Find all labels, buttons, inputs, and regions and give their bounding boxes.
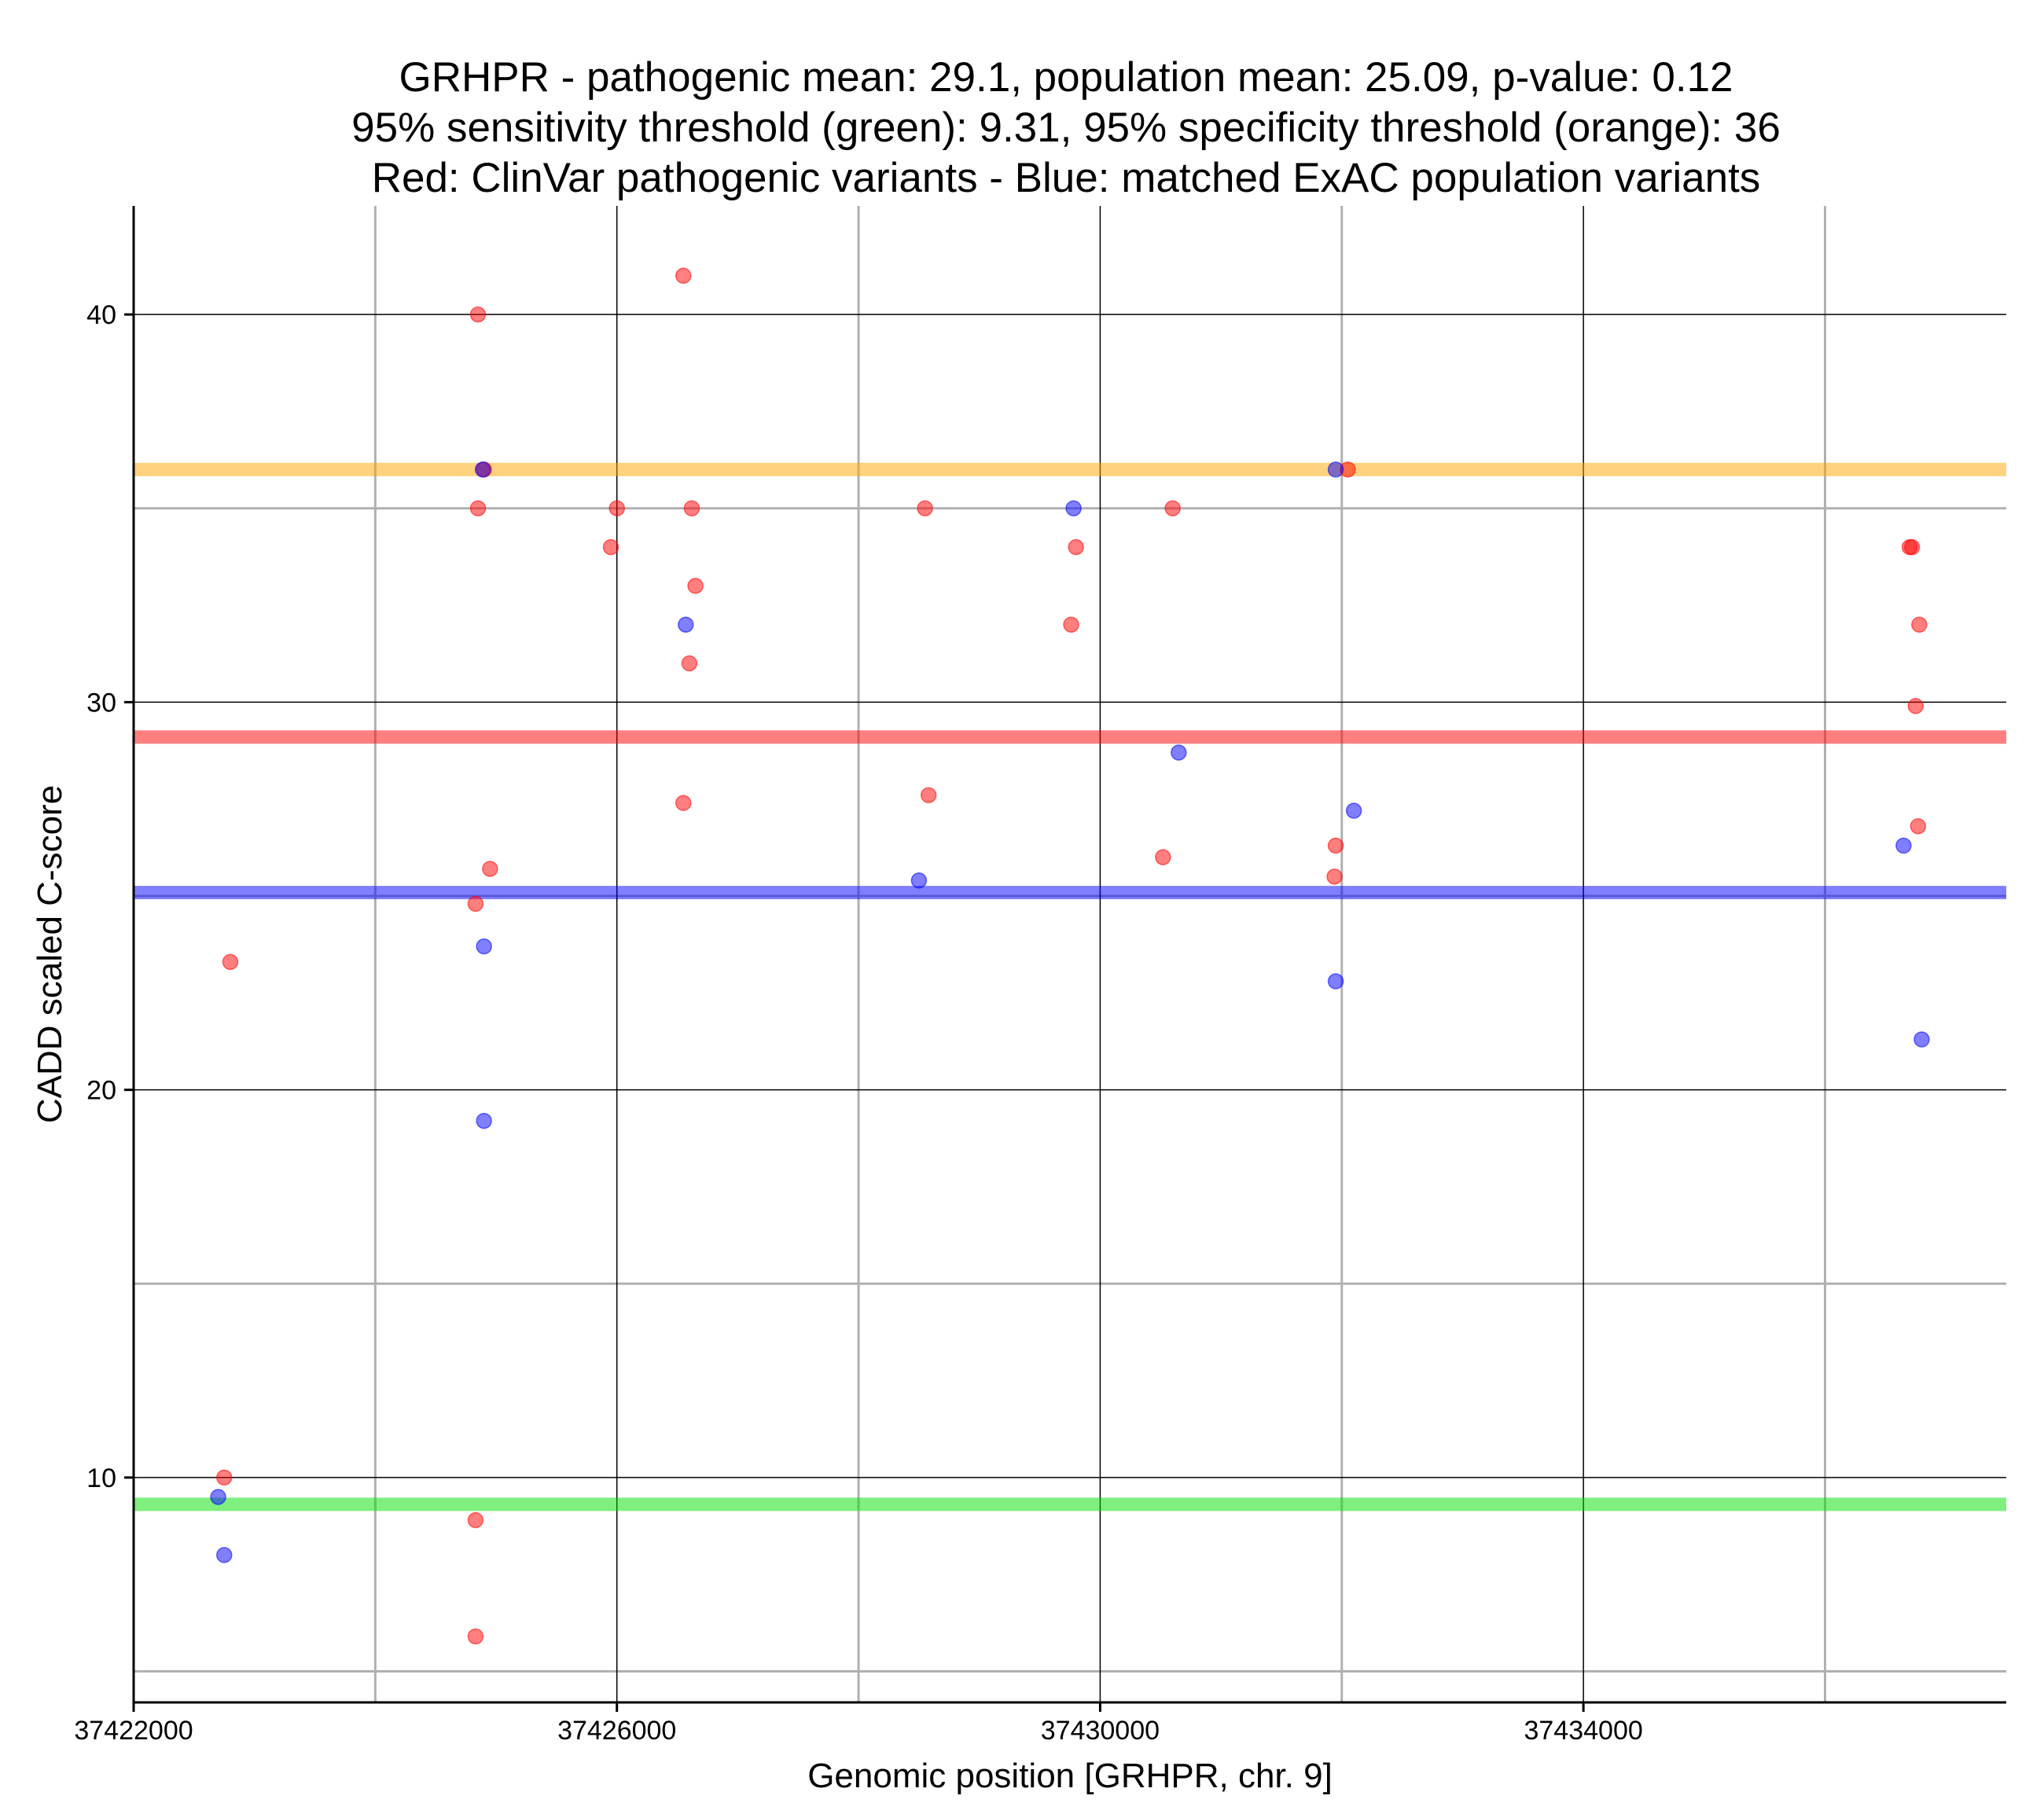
pathogenic-variant-point [469,306,487,323]
pathogenic-variant-point [467,1628,484,1645]
x-tick-label: 37430000 [1041,1716,1160,1746]
population-variant-point [210,1489,226,1505]
x-tick-label: 37422000 [74,1716,193,1746]
population-variant-point [910,872,928,889]
pathogenic-variant-point [602,538,619,556]
population-variant-point [678,616,694,633]
pathogenic-variant-point [917,500,933,516]
y-axis-ticks: 10 20 30 40 [86,300,134,1493]
y-axis-label: CADD scaled C-score [31,785,69,1123]
data-points [210,267,1930,1645]
pathogenic-variant-point [1063,616,1079,633]
y-tick-label: 10 [86,1463,116,1493]
pathogenic-variant-point [482,861,498,877]
x-axis-label: Genomic position [GRHPR, chr. 9] [807,1757,1333,1795]
chart-title-line-3: Red: ClinVar pathogenic variants - Blue:… [372,155,1761,201]
population-variant-point [476,1112,492,1129]
pathogenic-variant-point [1903,538,1921,556]
pathogenic-variant-point [1326,868,1343,885]
population-variant-point [1327,461,1344,478]
pathogenic-variant-point [1911,616,1928,633]
population-variant-point [1345,802,1362,819]
pathogenic-variant-point [1068,538,1084,556]
population-variant-point [216,1547,233,1563]
pathogenic-variant-point [920,787,937,804]
pathogenic-variant-point [681,655,698,672]
population-variant-point [1895,837,1912,854]
reference-lines [134,462,2006,1511]
chart-title-line-1: GRHPR - pathogenic mean: 29.1, populatio… [399,54,1733,101]
pathogenic-variant-point [467,1511,484,1529]
x-tick-label: 37426000 [557,1716,676,1746]
population-variant-point [1171,744,1187,761]
pathogenic-variant-point [1164,500,1181,516]
pathogenic-variant-point [675,795,692,811]
pathogenic-variant-point [1910,817,1927,835]
pathogenic-variant-point [467,895,484,913]
population-variant-point [1327,973,1344,990]
pathogenic-variant-point [216,1469,233,1486]
y-tick-label: 40 [86,300,116,330]
population-variant-point [474,461,491,478]
pathogenic-variant-point [469,500,487,516]
y-tick-label: 20 [86,1076,116,1106]
x-tick-label: 37434000 [1524,1716,1642,1746]
chart-title-line-2: 95% sensitivity threshold (green): 9.31,… [351,105,1781,151]
population-variant-point [476,938,492,955]
population-variant-point [1065,500,1082,516]
pathogenic-variant-point [1327,837,1344,854]
x-axis-ticks: 37422000 37426000 37430000 37434000 [74,1702,1643,1746]
pathogenic-variant-point [1907,698,1924,714]
pathogenic-variant-point [683,500,700,516]
pathogenic-variant-point [1155,849,1171,865]
pathogenic-variant-point [687,578,704,594]
pathogenic-variant-point [222,953,239,971]
pathogenic-variant-point [675,267,692,285]
population-variant-point [1913,1031,1930,1048]
major-gridlines [133,206,2006,1702]
pathogenic-variant-point [608,500,625,516]
y-tick-label: 30 [86,688,116,718]
